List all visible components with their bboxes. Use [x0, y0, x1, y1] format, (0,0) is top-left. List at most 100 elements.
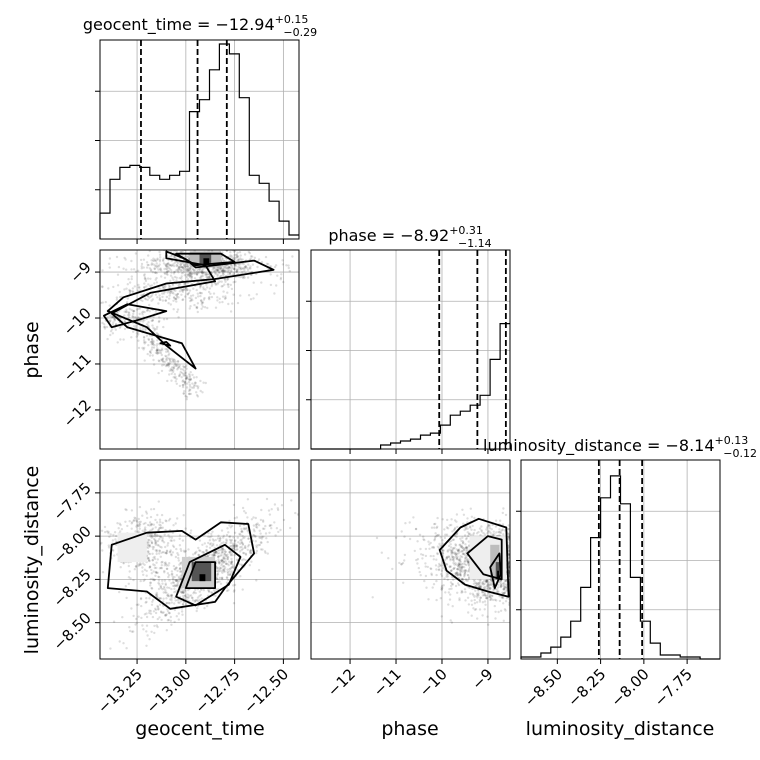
sample-point [233, 553, 237, 557]
sample-point [143, 342, 146, 345]
sample-point [156, 605, 160, 609]
sample-point [484, 580, 488, 583]
sample-point [161, 295, 164, 299]
sample-point [182, 288, 185, 292]
sample-point [85, 556, 87, 558]
sample-point [436, 516, 439, 520]
sample-point [139, 579, 142, 583]
sample-point [185, 376, 188, 380]
sample-point [144, 526, 147, 529]
sample-point [153, 258, 157, 261]
sample-point [174, 522, 177, 525]
sample-point [163, 562, 166, 565]
sample-point [414, 527, 418, 531]
sample-point [202, 589, 205, 592]
sample-point [188, 275, 192, 278]
sample-point [500, 584, 503, 587]
sample-point [184, 377, 188, 380]
sample-point [221, 269, 224, 272]
sample-point [230, 566, 233, 569]
sample-point [165, 552, 168, 555]
sample-point [147, 283, 150, 286]
sample-point [496, 590, 499, 593]
sample-point [134, 316, 137, 319]
sample-point [460, 562, 464, 566]
sample-point [467, 532, 471, 536]
sample-point [194, 381, 197, 385]
sample-point [467, 611, 470, 614]
sample-point [193, 277, 197, 280]
sample-point [491, 534, 495, 537]
sample-point [188, 374, 191, 377]
sample-point [150, 337, 154, 341]
sample-point [499, 579, 503, 583]
sample-point [220, 558, 223, 562]
sample-point [281, 259, 284, 262]
sample-point [175, 269, 178, 272]
sample-point [273, 265, 277, 269]
sample-point [452, 567, 455, 570]
sample-point [463, 573, 466, 576]
sample-point [185, 386, 189, 389]
sample-point [201, 267, 205, 271]
sample-point [459, 572, 462, 575]
sample-point [227, 564, 230, 567]
sample-point [484, 603, 487, 606]
contour-line-3 [159, 341, 172, 347]
sample-point [167, 564, 170, 567]
sample-point [127, 313, 130, 317]
sample-point [175, 574, 179, 577]
sample-point [165, 268, 169, 271]
sample-point [181, 613, 184, 616]
sample-point [210, 553, 214, 556]
sample-point [132, 330, 135, 333]
sample-point [178, 373, 181, 376]
sample-point [463, 574, 466, 577]
sample-point [161, 550, 165, 554]
sample-point [137, 615, 140, 618]
sample-point [233, 546, 236, 549]
sample-point [166, 291, 169, 294]
sample-point [485, 594, 488, 597]
sample-point [447, 544, 451, 548]
sample-point [464, 555, 468, 559]
sample-point [449, 581, 453, 584]
sample-point [244, 546, 247, 549]
sample-point [218, 271, 221, 275]
sample-point [197, 385, 200, 388]
sample-point [178, 580, 181, 583]
sample-point [236, 255, 240, 258]
sample-point [141, 566, 144, 569]
sample-point [456, 568, 459, 571]
sample-point [131, 315, 134, 318]
sample-point [185, 377, 188, 380]
sample-point [181, 602, 185, 606]
sample-point [177, 266, 181, 270]
sample-point [168, 294, 171, 297]
sample-point [149, 581, 152, 584]
sample-point [224, 295, 227, 298]
sample-point [432, 546, 436, 549]
sample-point [185, 398, 188, 401]
sample-point [449, 565, 453, 568]
sample-point [129, 629, 132, 633]
sample-point [235, 548, 238, 551]
sample-point [128, 281, 132, 284]
sample-point [188, 271, 191, 275]
sample-point [232, 544, 235, 547]
sample-point [229, 554, 233, 557]
sample-point [165, 348, 169, 351]
sample-point [159, 584, 163, 588]
sample-point [420, 553, 423, 556]
sample-point [467, 534, 470, 538]
sample-point [222, 534, 225, 537]
sample-point [144, 510, 148, 513]
sample-point [206, 306, 209, 310]
sample-point [476, 617, 479, 620]
sample-point [501, 596, 505, 600]
sample-point [150, 524, 153, 527]
sample-point [148, 565, 152, 568]
sample-point [243, 269, 246, 272]
sample-point [189, 273, 192, 277]
sample-point [478, 600, 482, 603]
